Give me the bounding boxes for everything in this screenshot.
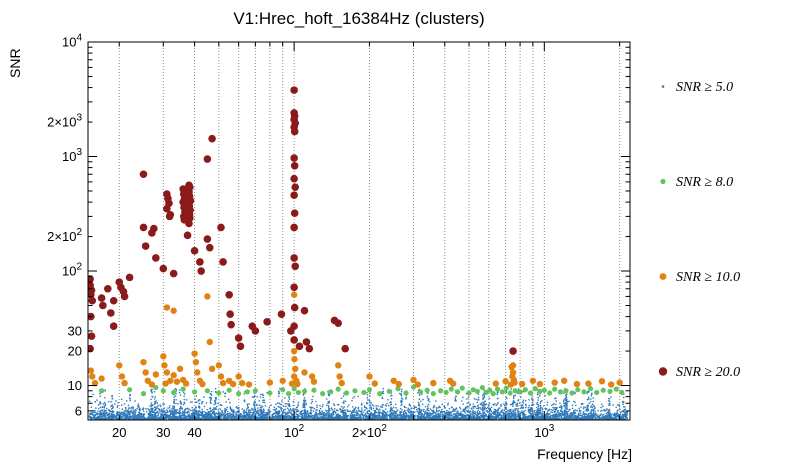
legend-label: SNR ≥ 10.0	[676, 270, 740, 285]
axis-ticks	[88, 42, 630, 420]
tick-label: 20	[112, 425, 126, 440]
tick-label: 102	[284, 423, 304, 440]
tick-label: 6	[75, 403, 82, 418]
legend-label: SNR ≥ 8.0	[676, 175, 733, 190]
y-axis-label: SNR	[7, 48, 23, 78]
legend: SNR ≥ 5.0 SNR ≥ 8.0 SNR ≥ 10.0 SNR ≥ 20.0	[658, 80, 740, 380]
legend-marker	[661, 85, 665, 88]
plot-frame	[87, 41, 631, 421]
chart-title: V1:Hrec_hoft_16384Hz (clusters)	[233, 9, 484, 28]
tick-label: 40	[187, 425, 201, 440]
legend-label: SNR ≥ 20.0	[676, 365, 740, 380]
legend-entry: SNR ≥ 10.0	[659, 270, 740, 285]
series-snr-10-0	[88, 291, 623, 388]
tick-label: 104	[62, 33, 82, 50]
series-snr-20-0	[88, 86, 517, 355]
gridlines	[118, 42, 621, 420]
scatter-points	[88, 86, 629, 420]
legend-marker	[658, 367, 668, 376]
legend-marker	[660, 178, 666, 185]
legend-marker	[659, 273, 667, 280]
tick-label: 103	[534, 423, 554, 440]
tick-label: 30	[68, 323, 82, 338]
tick-label: 30	[156, 425, 170, 440]
legend-label: SNR ≥ 5.0	[676, 80, 733, 95]
tick-label: 102	[62, 262, 82, 279]
tick-labels: 20 30 40 102 2×102 103 6 10 20 30 102 2×102 103 2×103…	[47, 33, 555, 441]
legend-entry: SNR ≥ 5.0	[661, 80, 733, 95]
tick-label: 20	[68, 344, 82, 359]
legend-entry: SNR ≥ 8.0	[660, 175, 733, 190]
tick-label: 10	[68, 378, 82, 393]
tick-label: 103	[62, 147, 82, 164]
tick-label: 2×102	[47, 227, 82, 244]
series-snr-8-0	[99, 384, 625, 397]
tick-label: 2×103	[47, 113, 82, 130]
legend-entry: SNR ≥ 20.0	[658, 365, 740, 380]
tick-label: 2×102	[352, 423, 387, 440]
x-axis-label: Frequency [Hz]	[537, 446, 632, 462]
